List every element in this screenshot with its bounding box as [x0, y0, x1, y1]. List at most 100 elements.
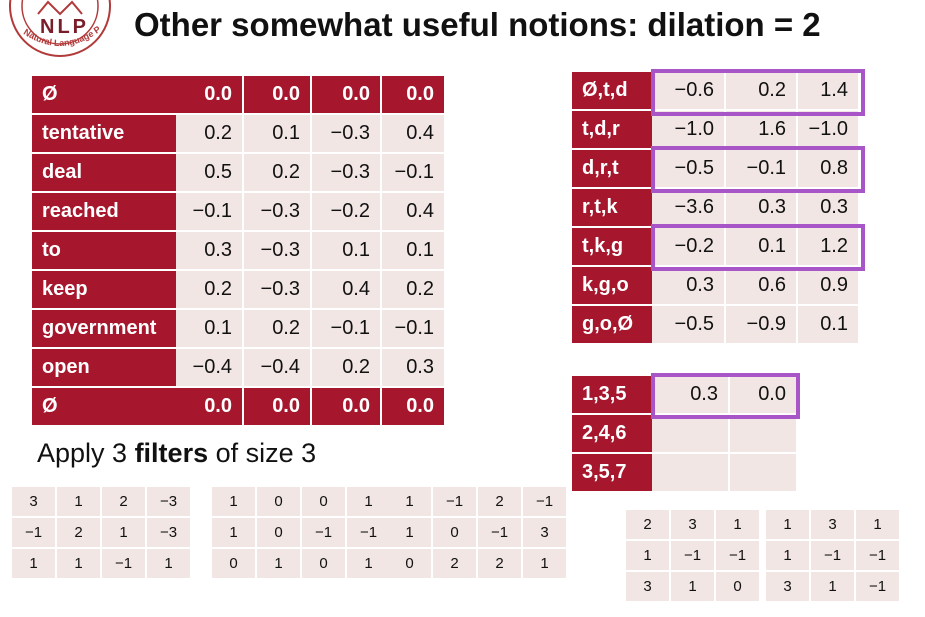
matrix-row: reached −0.1 −0.3 −0.2 0.4 [32, 193, 446, 232]
filter-cell: 0 [302, 487, 347, 518]
filter-row: 1 0 −1 −1 [212, 518, 392, 549]
matrix-cell: 0.2 [382, 271, 446, 310]
filter-cell: 3 [626, 572, 671, 603]
filter-cell: 3 [811, 510, 856, 541]
filter-cell: 0 [257, 518, 302, 549]
matrix-cell: 0.0 [730, 376, 798, 415]
filter-cell: 1 [347, 487, 392, 518]
matrix-cell: 1.4 [798, 72, 860, 111]
matrix-cell: −0.2 [652, 228, 726, 267]
filter-cell: −1 [12, 518, 57, 549]
matrix-cell: 0.9 [798, 267, 860, 306]
row-label: d,r,t [572, 150, 652, 189]
matrix-cell: 0.1 [798, 306, 860, 345]
matrix-cell: −1.0 [798, 111, 860, 150]
matrix-cell: 0.1 [244, 115, 312, 154]
matrix-row: d,r,t −0.5 −0.1 0.8 [572, 150, 860, 189]
matrix-cell: −0.1 [312, 310, 382, 349]
filter-matrix: 1 −1 2 −1 1 0 −1 3 0 2 2 1 [388, 487, 568, 580]
filter-cell: −1 [671, 541, 716, 572]
matrix-cell: 0.0 [244, 76, 312, 115]
row-label: Ø [32, 388, 176, 427]
filter-cell: 2 [478, 487, 523, 518]
matrix-cell: 0.3 [726, 189, 798, 228]
matrix-row: Ø 0.0 0.0 0.0 0.0 [32, 76, 446, 115]
filter-row: 3 1 −1 [766, 572, 901, 603]
matrix-row: 3,5,7 [572, 454, 798, 493]
matrix-cell: −0.1 [176, 193, 244, 232]
dilated-filter-matrix: 2 3 1 1 −1 −1 3 1 0 [626, 510, 761, 603]
filter-cell: 3 [12, 487, 57, 518]
matrix-cell: 1.2 [798, 228, 860, 267]
filter-cell: 2 [433, 549, 478, 580]
matrix-cell: 0.3 [176, 232, 244, 271]
filter-cell: 1 [626, 541, 671, 572]
filter-cell: 1 [811, 572, 856, 603]
filter-cell: 0 [257, 487, 302, 518]
matrix-cell: 0.3 [798, 189, 860, 228]
matrix-cell: 0.0 [176, 76, 244, 115]
matrix-cell [652, 454, 730, 493]
filter-cell: 1 [766, 510, 811, 541]
slide-title: Other somewhat useful notions: dilation … [134, 6, 821, 43]
matrix-row: t,d,r −1.0 1.6 −1.0 [572, 111, 860, 150]
filter-cell: 0 [388, 549, 433, 580]
matrix-cell: −0.3 [244, 271, 312, 310]
matrix-cell [652, 415, 730, 454]
row-label: r,t,k [572, 189, 652, 228]
matrix-cell: −0.1 [382, 310, 446, 349]
matrix-cell: 0.0 [176, 388, 244, 427]
row-label: open [32, 349, 176, 388]
row-label: deal [32, 154, 176, 193]
matrix-cell: 0.1 [312, 232, 382, 271]
row-label: 2,4,6 [572, 415, 652, 454]
filter-cell: 1 [102, 518, 147, 549]
matrix-cell: −0.4 [176, 349, 244, 388]
matrix-cell: −1.0 [652, 111, 726, 150]
highlight-box-row-3 [651, 146, 865, 193]
filter-cell: −3 [147, 518, 192, 549]
matrix-cell: 0.3 [652, 376, 730, 415]
filter-row: 1 −1 −1 [626, 541, 761, 572]
matrix-cell: 0.2 [244, 154, 312, 193]
filter-cell: −1 [102, 549, 147, 580]
matrix-cell [730, 454, 798, 493]
matrix-cell: −0.2 [312, 193, 382, 232]
filter-cell: 1 [212, 487, 257, 518]
matrix-row: k,g,o 0.3 0.6 0.9 [572, 267, 860, 306]
filter-cell: −1 [478, 518, 523, 549]
matrix-cell: 0.4 [382, 115, 446, 154]
matrix-cell: −0.3 [244, 193, 312, 232]
filter-matrix: 3 1 2 −3 −1 2 1 −3 1 1 −1 1 [12, 487, 192, 580]
filter-cell: 1 [347, 549, 392, 580]
filter-cell: −1 [856, 541, 901, 572]
filter-cell: −1 [347, 518, 392, 549]
filter-cell: 1 [388, 518, 433, 549]
row-label: to [32, 232, 176, 271]
matrix-cell [730, 415, 798, 454]
row-label: t,k,g [572, 228, 652, 267]
input-matrix: Ø 0.0 0.0 0.0 0.0 tentative 0.2 0.1 −0.3 0.4 deal 0… [32, 76, 446, 427]
matrix-row: to 0.3 −0.3 0.1 0.1 [32, 232, 446, 271]
matrix-cell: 0.0 [382, 388, 446, 427]
matrix-cell: −0.5 [652, 306, 726, 345]
dilated-filter-matrix: 1 3 1 1 −1 −1 3 1 −1 [766, 510, 901, 603]
matrix-cell: 0.3 [382, 349, 446, 388]
matrix-cell: 0.1 [176, 310, 244, 349]
filter-cell: −1 [811, 541, 856, 572]
row-label: keep [32, 271, 176, 310]
row-label: government [32, 310, 176, 349]
matrix-cell: −0.5 [652, 150, 726, 189]
matrix-cell: 0.2 [176, 271, 244, 310]
filter-cell: 2 [102, 487, 147, 518]
matrix-cell: −0.4 [244, 349, 312, 388]
matrix-cell: −0.3 [312, 115, 382, 154]
matrix-cell: −0.3 [312, 154, 382, 193]
highlight-box-dilated-row-1 [651, 373, 800, 419]
dilated-output-matrix: 1,3,5 0.3 0.0 2,4,6 3,5,7 [572, 376, 798, 493]
matrix-row: r,t,k −3.6 0.3 0.3 [572, 189, 860, 228]
filter-cell: 1 [716, 510, 761, 541]
filter-cell: 2 [626, 510, 671, 541]
